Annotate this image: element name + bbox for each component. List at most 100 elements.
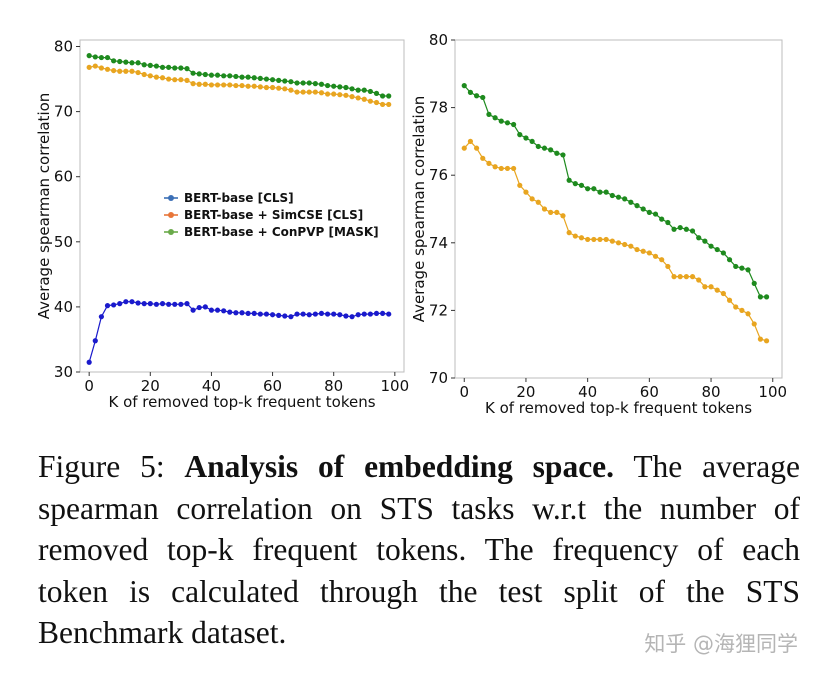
chart2-series-1-point bbox=[517, 132, 523, 138]
chart1-series-0-line bbox=[88, 301, 389, 363]
chart1-series-2-point bbox=[276, 77, 282, 83]
chart1-series-1-point bbox=[221, 82, 227, 88]
chart2-series-0-point bbox=[473, 145, 480, 151]
chart1-series-0-point bbox=[337, 312, 343, 318]
chart1-series-1-point bbox=[184, 77, 190, 83]
chart2-series-0-point bbox=[498, 165, 504, 172]
chart1-series-1-point bbox=[92, 63, 98, 69]
chart2-series-1-point bbox=[467, 89, 474, 95]
chart1-series-1-point bbox=[111, 67, 117, 74]
chart1-series-1-point bbox=[104, 66, 111, 72]
chart1-series-2-point bbox=[141, 62, 147, 68]
chart2-series-0-point bbox=[504, 165, 511, 172]
chart2-series-1-line bbox=[463, 85, 767, 298]
chart1-series-2-point bbox=[123, 59, 129, 65]
chart1-series-0-point bbox=[367, 311, 373, 317]
legend-label-0: BERT-base [CLS] bbox=[184, 191, 294, 205]
chart1-series-2-point bbox=[361, 87, 367, 93]
chart2-series-0-point bbox=[689, 274, 696, 280]
chart1-series-0-point bbox=[141, 301, 147, 307]
chart1-series-2-point bbox=[386, 93, 392, 99]
chart2-series-1-point bbox=[498, 118, 504, 124]
chart1-series-1-point bbox=[324, 91, 331, 97]
chart2-series-1-point bbox=[554, 150, 560, 156]
chart1-series-2-point bbox=[300, 80, 306, 86]
chart1-series-1-point bbox=[257, 84, 263, 90]
chart2-y-tick-label: 70 bbox=[429, 369, 448, 387]
chart2-series-1-point bbox=[548, 147, 554, 153]
chart2-series-1-point bbox=[486, 111, 492, 117]
chart2-series-0-line bbox=[463, 140, 767, 342]
chart1-series-2-point bbox=[306, 80, 312, 86]
watermark-text: 知乎 @海狸同学 bbox=[644, 632, 798, 656]
chart2-series-1-point bbox=[541, 145, 548, 151]
chart2-series-1-point bbox=[751, 280, 757, 286]
chart2-series-1-point bbox=[597, 189, 603, 195]
chart2-series-1-point bbox=[634, 203, 640, 209]
chart2-series-0-point bbox=[585, 236, 591, 243]
chart1-series-1-point bbox=[318, 90, 325, 96]
chart1-series-0-point bbox=[245, 310, 251, 317]
chart2-series-1-point bbox=[591, 186, 597, 192]
chart1-series-1-point bbox=[233, 82, 239, 89]
chart1-series-1-point bbox=[294, 89, 300, 95]
chart2-series-0-point bbox=[578, 235, 585, 241]
chart2-series-0-point bbox=[739, 307, 745, 313]
chart1-series-2-point bbox=[190, 70, 196, 76]
chart1-series-0-point bbox=[166, 301, 172, 307]
chart1-series-2-point bbox=[214, 72, 221, 78]
chart1-series-2-point bbox=[111, 58, 117, 64]
legend-marker-1 bbox=[168, 212, 174, 218]
chart1-series-0-point bbox=[349, 314, 355, 320]
chart1-series-0-point bbox=[251, 310, 257, 317]
chart1-y-tick-label: 70 bbox=[54, 103, 73, 121]
chart1-series-0-point bbox=[92, 338, 98, 344]
chart2-series-1-point bbox=[757, 294, 764, 300]
chart2-series-1-point bbox=[677, 224, 683, 231]
chart2-series-0-point bbox=[560, 213, 566, 219]
chart1-series-2-point bbox=[288, 79, 294, 85]
chart1-series-0-point bbox=[196, 304, 202, 311]
chart1-series-1-point bbox=[98, 65, 104, 71]
chart1-series-2-point bbox=[117, 58, 123, 65]
chart1-series-0-point bbox=[300, 311, 306, 317]
chart1-series-0-point bbox=[331, 311, 337, 317]
chart2-series-0-point bbox=[492, 164, 498, 170]
chart1-x-tick-label: 20 bbox=[141, 377, 160, 395]
chart1-series-0-point bbox=[208, 307, 215, 313]
chart1-series-1-point bbox=[214, 82, 221, 88]
chart1-series-0-point bbox=[184, 301, 190, 307]
legend-marker-0 bbox=[168, 195, 174, 201]
chart1-series-1-point bbox=[178, 77, 184, 83]
chart2-series-1-point bbox=[739, 265, 745, 271]
chart1-y-tick-label: 50 bbox=[54, 233, 73, 251]
chart1-series-1-point bbox=[239, 82, 245, 89]
chart2-series-0-point bbox=[671, 274, 677, 280]
chart1-series-2-point bbox=[245, 74, 251, 80]
chart1-series-1-point bbox=[282, 86, 288, 92]
chart2-x-tick-label: 40 bbox=[578, 383, 597, 401]
chart1-series-1-point bbox=[227, 82, 233, 88]
chart1-series-1-point bbox=[123, 68, 129, 74]
chart1-series-1-point bbox=[380, 101, 386, 108]
chart1-series-2-point bbox=[208, 72, 215, 78]
chart2-series-0-point bbox=[745, 311, 751, 317]
chart2-series-1-point bbox=[504, 120, 511, 126]
chart1-series-0-point bbox=[355, 312, 361, 318]
chart2-y-axis-label: Average spearman correlation bbox=[410, 96, 428, 323]
chart1-series-0-point bbox=[263, 311, 270, 317]
chart1-y-tick-label: 80 bbox=[54, 38, 73, 56]
caption-bold-title: Analysis of embedding space. bbox=[184, 449, 615, 484]
chart1-series-2-point bbox=[263, 76, 270, 82]
chart2-series-0-point bbox=[634, 246, 640, 253]
chart1-series-2-point bbox=[172, 65, 178, 71]
chart1-series-0-point bbox=[282, 313, 288, 319]
chart2-series-0-point bbox=[566, 230, 572, 236]
chart2-series-1-point bbox=[628, 199, 634, 205]
chart2-series-0-point bbox=[757, 336, 764, 342]
chart1-series-0-point bbox=[312, 311, 318, 317]
chart1-series-2-point bbox=[166, 64, 172, 70]
chart1-series-2-point bbox=[355, 87, 361, 93]
chart2-series-0-point bbox=[523, 189, 529, 195]
